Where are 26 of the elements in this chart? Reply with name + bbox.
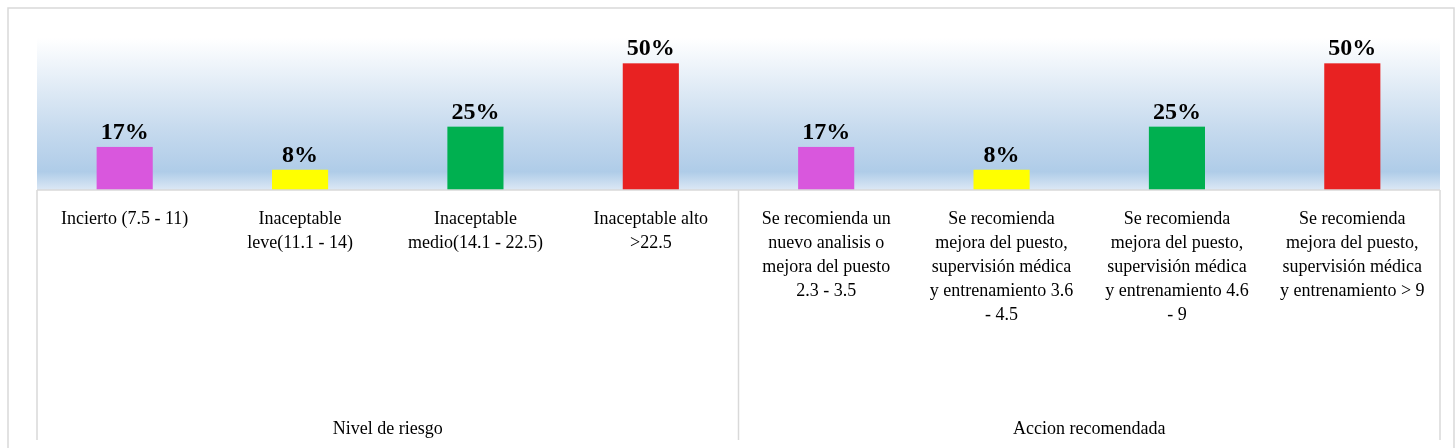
x-tick-label: Inaceptable alto >22.5 [593,208,709,252]
bar [447,126,504,190]
bar [1324,63,1381,190]
bar [973,169,1030,190]
data-label: 17% [802,117,851,144]
data-label: 50% [626,34,675,61]
data-label: 25% [1152,97,1201,124]
x-tick-label: Incierto (7.5 - 11) [61,208,189,229]
bar [272,169,329,190]
bar [1148,126,1205,190]
bar [622,63,679,190]
data-label: 8% [983,140,1020,167]
x-tick-label: Inaceptable medio(14.1 - 22.5) [407,208,543,253]
x-tick-label: Inaceptable leve(11.1 - 14) [247,208,353,253]
data-label: 25% [451,97,500,124]
data-label: 17% [100,117,149,144]
bar [798,146,855,190]
x-tick-label: Se recomienda mejora del puesto, supervisión médica y entrenamiento 4.6 - 9 [1105,208,1249,324]
x-tick-label: Se recomienda mejora del puesto, supervisión médica y entrenamiento 3.6 - 4.5 [929,208,1074,324]
text: Accion recomendada [1013,418,1166,438]
text: Nivel de riesgo [332,418,443,438]
data-label: 8% [282,140,319,167]
x-tick-label: Se recomienda un nuevo analisis o mejora del puesto 2.3 - 3.5 [761,208,891,300]
data-label: 50% [1328,34,1377,61]
bar [96,146,153,190]
x-tick-label: Se recomienda mejora del puesto, supervisión médica y entrenamiento > 9 [1280,208,1425,300]
